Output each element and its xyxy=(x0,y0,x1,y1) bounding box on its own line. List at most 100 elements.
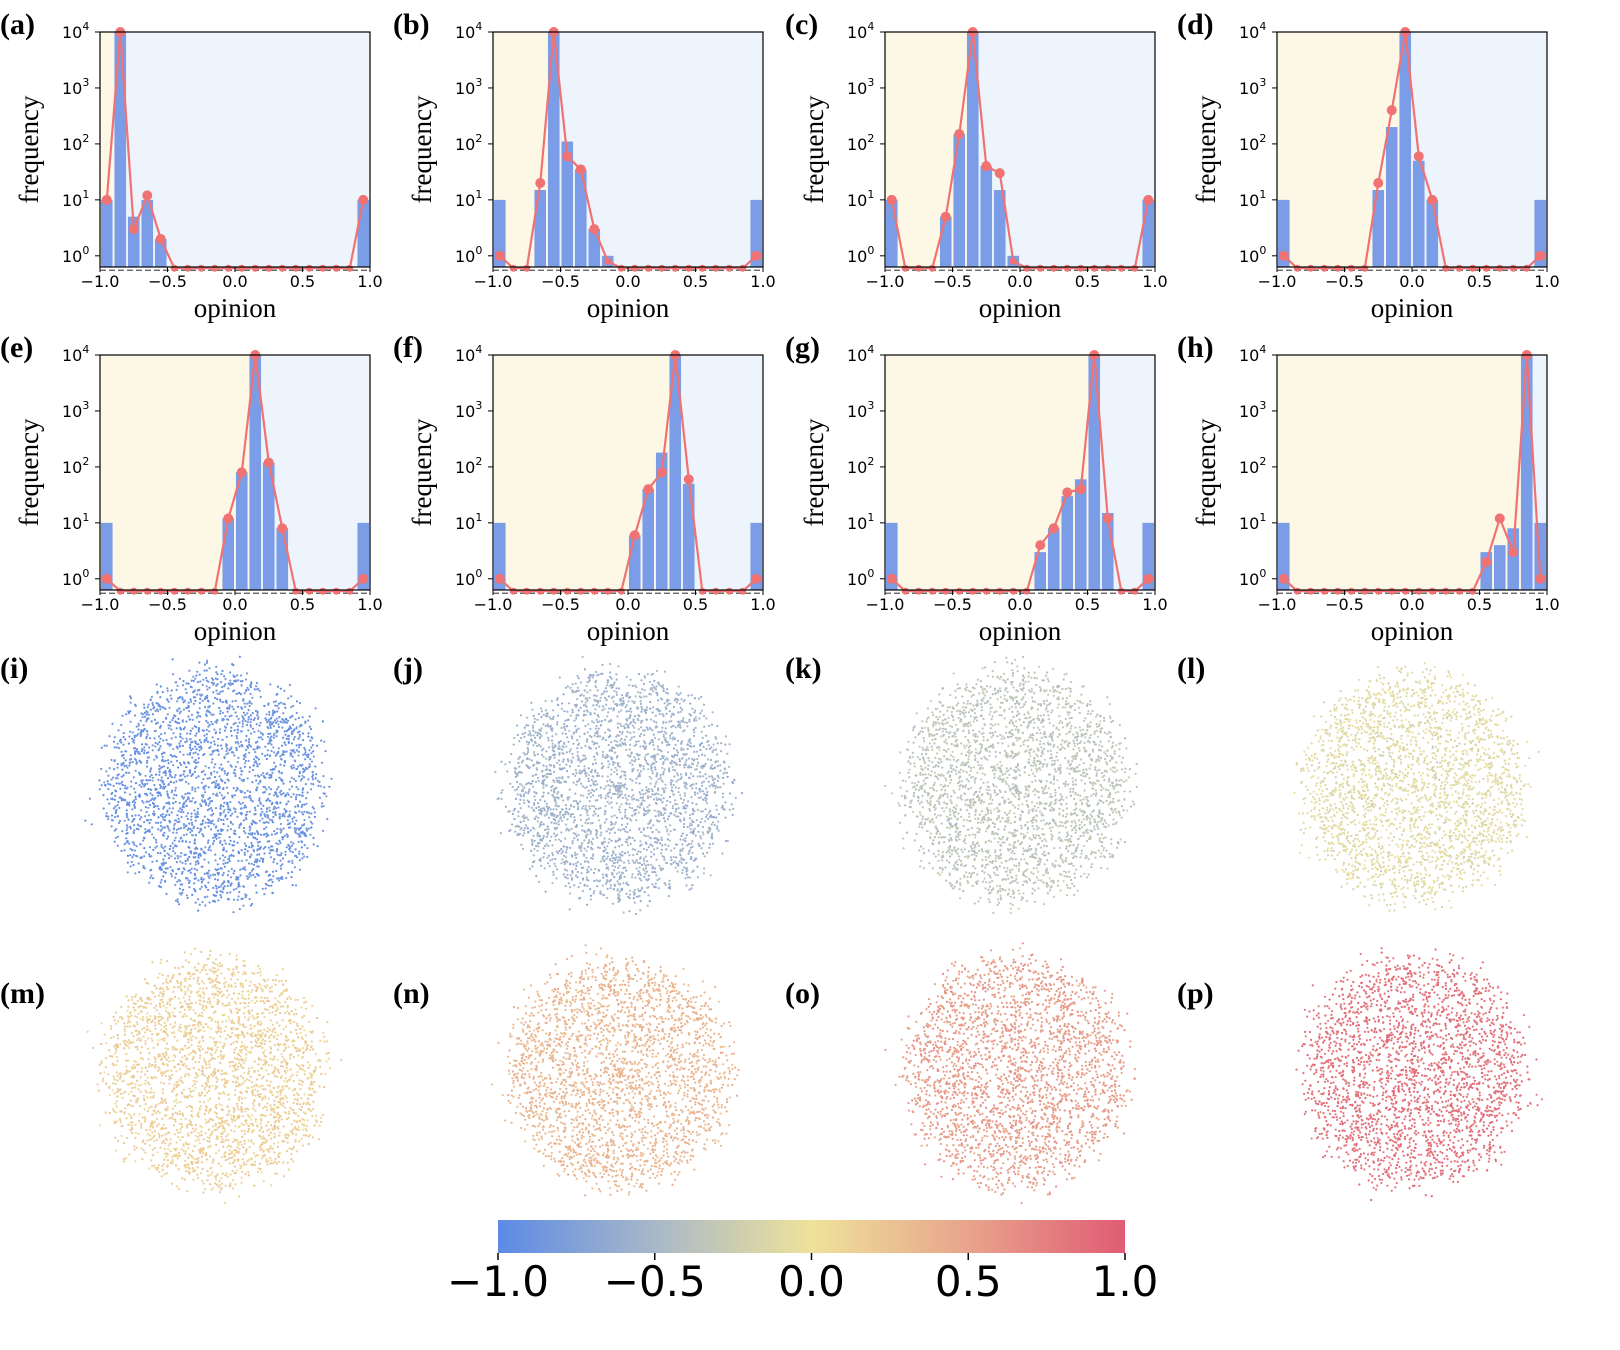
node-point xyxy=(227,862,229,864)
node-point xyxy=(150,767,152,769)
node-point xyxy=(240,680,242,682)
node-point xyxy=(162,739,164,741)
line-point xyxy=(751,574,761,584)
y-tick-label: 104 xyxy=(455,20,482,42)
line-point xyxy=(510,265,517,272)
node-point xyxy=(115,811,117,813)
bar xyxy=(222,518,234,590)
node-point xyxy=(248,738,250,740)
node-point xyxy=(233,870,235,872)
node-point xyxy=(217,863,219,865)
node-point xyxy=(175,837,177,839)
node-point xyxy=(235,722,237,724)
node-point xyxy=(268,774,270,776)
node-point xyxy=(112,777,114,779)
node-point xyxy=(135,798,137,800)
line-point xyxy=(1307,265,1314,272)
x-axis-label: opinion xyxy=(194,293,277,323)
x-tick-label: 0.5 xyxy=(290,595,315,614)
node-point xyxy=(220,691,222,693)
node-point xyxy=(275,814,277,816)
node-point xyxy=(252,874,254,876)
node-point xyxy=(197,879,199,881)
node-point xyxy=(171,719,173,721)
node-point xyxy=(220,833,222,835)
node-point xyxy=(135,770,137,772)
node-point xyxy=(282,712,284,714)
node-point xyxy=(185,863,187,865)
node-point xyxy=(265,800,267,802)
node-point xyxy=(295,884,297,886)
node-point xyxy=(301,804,303,806)
node-point xyxy=(161,879,163,881)
line-point xyxy=(1508,547,1518,557)
line-point xyxy=(1334,265,1341,272)
line-point xyxy=(1334,588,1341,595)
x-axis-label: opinion xyxy=(587,293,670,323)
node-point xyxy=(143,865,145,867)
node-point xyxy=(298,853,300,855)
node-point xyxy=(277,854,279,856)
node-point xyxy=(288,861,290,863)
node-point xyxy=(121,776,123,778)
line-point xyxy=(346,265,353,272)
node-point xyxy=(293,816,295,818)
node-point xyxy=(160,844,162,846)
line-point xyxy=(712,265,719,272)
node-point xyxy=(219,767,221,769)
line-point xyxy=(1321,265,1328,272)
node-point xyxy=(270,788,272,790)
node-point xyxy=(219,792,221,794)
node-point xyxy=(254,751,256,753)
node-point xyxy=(272,875,274,877)
node-point xyxy=(203,770,205,772)
node-point xyxy=(216,838,218,840)
node-point xyxy=(108,803,110,805)
node-point xyxy=(251,846,253,848)
node-point xyxy=(198,757,200,759)
node-point xyxy=(203,851,205,853)
node-point xyxy=(222,805,224,807)
node-point xyxy=(195,863,197,865)
node-point xyxy=(195,752,197,754)
node-point xyxy=(111,825,113,827)
node-point xyxy=(288,788,290,790)
node-point xyxy=(202,754,204,756)
node-point xyxy=(188,706,190,708)
node-point xyxy=(257,845,259,847)
node-point xyxy=(117,801,119,803)
node-point xyxy=(268,711,270,713)
node-point xyxy=(227,752,229,754)
node-point xyxy=(118,747,120,749)
x-tick-label: 0.5 xyxy=(1075,272,1100,291)
node-point xyxy=(132,731,134,733)
node-point xyxy=(249,791,251,793)
node-point xyxy=(323,792,325,794)
node-point xyxy=(144,815,146,817)
node-point xyxy=(155,789,157,791)
node-point xyxy=(248,862,250,864)
node-point xyxy=(155,839,157,841)
node-point xyxy=(168,762,170,764)
node-point xyxy=(312,783,314,785)
node-point xyxy=(168,707,170,709)
line-point xyxy=(604,258,611,265)
y-tick-label: 103 xyxy=(62,399,89,421)
node-point xyxy=(178,810,180,812)
node-point xyxy=(287,872,289,874)
node-point xyxy=(178,707,180,709)
node-point xyxy=(244,714,246,716)
node-point xyxy=(291,871,293,873)
line-point xyxy=(684,474,694,484)
node-point xyxy=(317,785,319,787)
node-point xyxy=(111,793,113,795)
node-point xyxy=(151,720,153,722)
node-point xyxy=(139,818,141,820)
node-point xyxy=(129,731,131,733)
x-tick-label: −0.5 xyxy=(541,272,580,291)
node-point xyxy=(210,814,212,816)
node-point xyxy=(301,775,303,777)
node-point xyxy=(259,820,261,822)
node-point xyxy=(133,842,135,844)
node-point xyxy=(301,791,303,793)
